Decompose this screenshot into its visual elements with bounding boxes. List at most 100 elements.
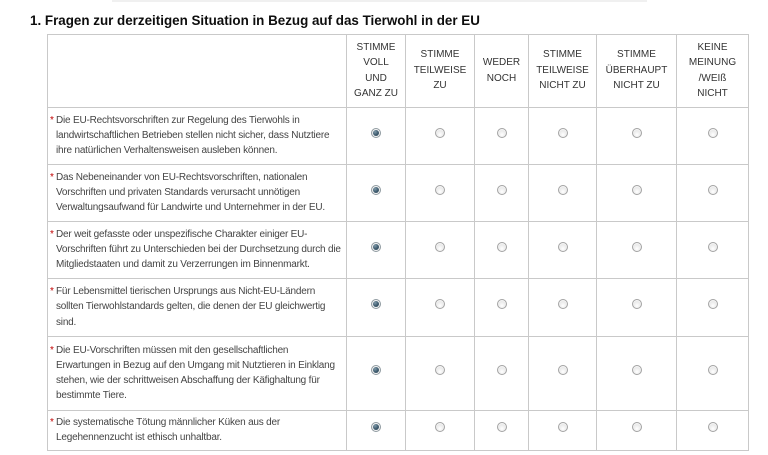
radio-cell[interactable] [676, 277, 749, 337]
radio-button-row2-col4[interactable] [557, 184, 568, 195]
question-text: Die systematische Tötung männlicher Küke… [56, 416, 281, 443]
radio-cell[interactable] [474, 106, 529, 165]
radio-cell[interactable] [528, 409, 597, 451]
radio-cell[interactable] [676, 163, 749, 222]
question-row: * Der weit gefasste oder unspezifische Ch… [47, 220, 749, 279]
radio-button-row1-col5[interactable] [631, 127, 642, 138]
radio-cell[interactable] [405, 163, 475, 222]
likert-matrix-table: STIMME VOLL UND GANZ ZU STIMME TEILWEISE… [47, 33, 749, 451]
radio-button-row2-col1[interactable] [371, 184, 381, 195]
radio-button-row3-col6[interactable] [707, 241, 718, 252]
radio-button-row3-col2[interactable] [435, 241, 445, 252]
column-header-neither: WEDER NOCH [474, 33, 529, 108]
radio-button-row1-col6[interactable] [707, 127, 718, 138]
radio-button-row6-col5[interactable] [631, 422, 642, 433]
radio-button-row3-col5[interactable] [631, 241, 642, 252]
radio-button-row3-col4[interactable] [557, 241, 568, 252]
radio-cell[interactable] [474, 163, 529, 222]
question-text: Der weit gefasste oder unspezifische Cha… [56, 228, 341, 271]
radio-cell[interactable] [596, 163, 677, 222]
radio-cell[interactable] [676, 335, 749, 411]
radio-cell[interactable] [676, 220, 749, 279]
radio-cell[interactable] [405, 220, 475, 279]
question-cell: * Die systematische Tötung männlicher Kük… [47, 409, 347, 451]
radio-button-row2-col6[interactable] [707, 184, 718, 195]
radio-button-row5-col4[interactable] [557, 365, 568, 376]
radio-button-row5-col3[interactable] [496, 365, 507, 376]
radio-cell[interactable] [676, 106, 749, 165]
radio-cell[interactable] [346, 409, 406, 451]
radio-cell[interactable] [528, 163, 597, 222]
column-header-no-opinion: KEINE MEINUNG /WEIß NICHT [676, 33, 749, 108]
radio-cell[interactable] [405, 277, 475, 337]
question-row: * Die systematische Tötung männlicher Kük… [47, 409, 749, 451]
question-cell: * Die EU-Rechtsvorschriften zur Regelung … [47, 106, 347, 165]
radio-button-row2-col2[interactable] [435, 184, 445, 195]
question-cell: * Der weit gefasste oder unspezifische Ch… [47, 220, 347, 279]
radio-button-row2-col3[interactable] [496, 184, 507, 195]
radio-button-row4-col4[interactable] [557, 299, 568, 310]
radio-cell[interactable] [528, 277, 597, 337]
radio-cell[interactable] [596, 335, 677, 411]
radio-button-row6-col4[interactable] [557, 422, 568, 433]
radio-cell[interactable] [405, 409, 475, 451]
radio-cell[interactable] [346, 163, 406, 222]
required-asterisk: * [50, 114, 54, 126]
radio-cell[interactable] [405, 335, 475, 411]
radio-button-row1-col3[interactable] [496, 127, 507, 138]
radio-button-row6-col3[interactable] [496, 422, 507, 433]
radio-cell[interactable] [596, 277, 677, 337]
question-column-header [47, 33, 347, 108]
radio-button-row2-col5[interactable] [631, 184, 642, 195]
question-text: Für Lebensmittel tierischen Ursprungs au… [56, 286, 326, 328]
radio-button-row4-col2[interactable] [435, 299, 445, 310]
question-text: Das Nebeneinander von EU-Rechtsvorschrif… [56, 171, 325, 214]
radio-cell[interactable] [528, 106, 597, 165]
radio-button-row5-col6[interactable] [707, 365, 718, 376]
radio-cell[interactable] [596, 409, 677, 451]
radio-cell[interactable] [676, 409, 749, 451]
radio-cell[interactable] [405, 106, 475, 165]
radio-cell[interactable] [528, 335, 597, 411]
question-row: * Das Nebeneinander von EU-Rechtsvorschri… [47, 163, 749, 222]
question-cell: * Für Lebensmittel tierischen Ursprungs a… [47, 277, 347, 337]
required-asterisk: * [50, 171, 54, 183]
radio-button-row5-col1[interactable] [371, 365, 381, 376]
radio-button-row5-col2[interactable] [435, 365, 445, 376]
radio-button-row6-col1[interactable] [371, 422, 381, 433]
radio-button-row4-col5[interactable] [631, 299, 642, 310]
required-asterisk: * [50, 228, 54, 240]
question-inner: * Die systematische Tötung männlicher Kük… [50, 415, 343, 445]
radio-button-row6-col6[interactable] [707, 422, 718, 433]
radio-cell[interactable] [474, 277, 529, 337]
radio-cell[interactable] [346, 335, 406, 411]
radio-button-row1-col4[interactable] [557, 127, 568, 138]
column-header-agree-fully: STIMME VOLL UND GANZ ZU [346, 33, 406, 108]
required-asterisk: * [50, 416, 54, 428]
radio-cell[interactable] [528, 220, 597, 279]
radio-button-row6-col2[interactable] [435, 422, 445, 433]
radio-button-row1-col1[interactable] [371, 127, 381, 138]
radio-cell[interactable] [596, 106, 677, 165]
radio-button-row4-col6[interactable] [707, 299, 718, 310]
section-title: 1. Fragen zur derzeitigen Situation in B… [30, 13, 480, 28]
radio-button-row3-col3[interactable] [496, 241, 507, 252]
required-asterisk: * [50, 344, 54, 356]
header-row: STIMME VOLL UND GANZ ZU STIMME TEILWEISE… [47, 33, 749, 108]
radio-button-row5-col5[interactable] [631, 365, 642, 376]
radio-cell[interactable] [474, 335, 529, 411]
radio-cell[interactable] [346, 220, 406, 279]
radio-cell[interactable] [474, 220, 529, 279]
column-header-agree-partly: STIMME TEILWEISE ZU [405, 33, 475, 108]
radio-button-row3-col1[interactable] [371, 241, 381, 252]
radio-button-row4-col1[interactable] [371, 299, 381, 310]
question-inner: * Für Lebensmittel tierischen Ursprungs a… [50, 284, 343, 330]
radio-button-row1-col2[interactable] [435, 127, 445, 138]
radio-cell[interactable] [596, 220, 677, 279]
radio-button-row4-col3[interactable] [496, 299, 507, 310]
column-header-disagree-partly: STIMME TEILWEISE NICHT ZU [528, 33, 597, 108]
radio-cell[interactable] [474, 409, 529, 451]
radio-cell[interactable] [346, 277, 406, 337]
radio-cell[interactable] [346, 106, 406, 165]
question-inner: * Die EU-Vorschriften müssen mit den gese… [50, 343, 343, 404]
